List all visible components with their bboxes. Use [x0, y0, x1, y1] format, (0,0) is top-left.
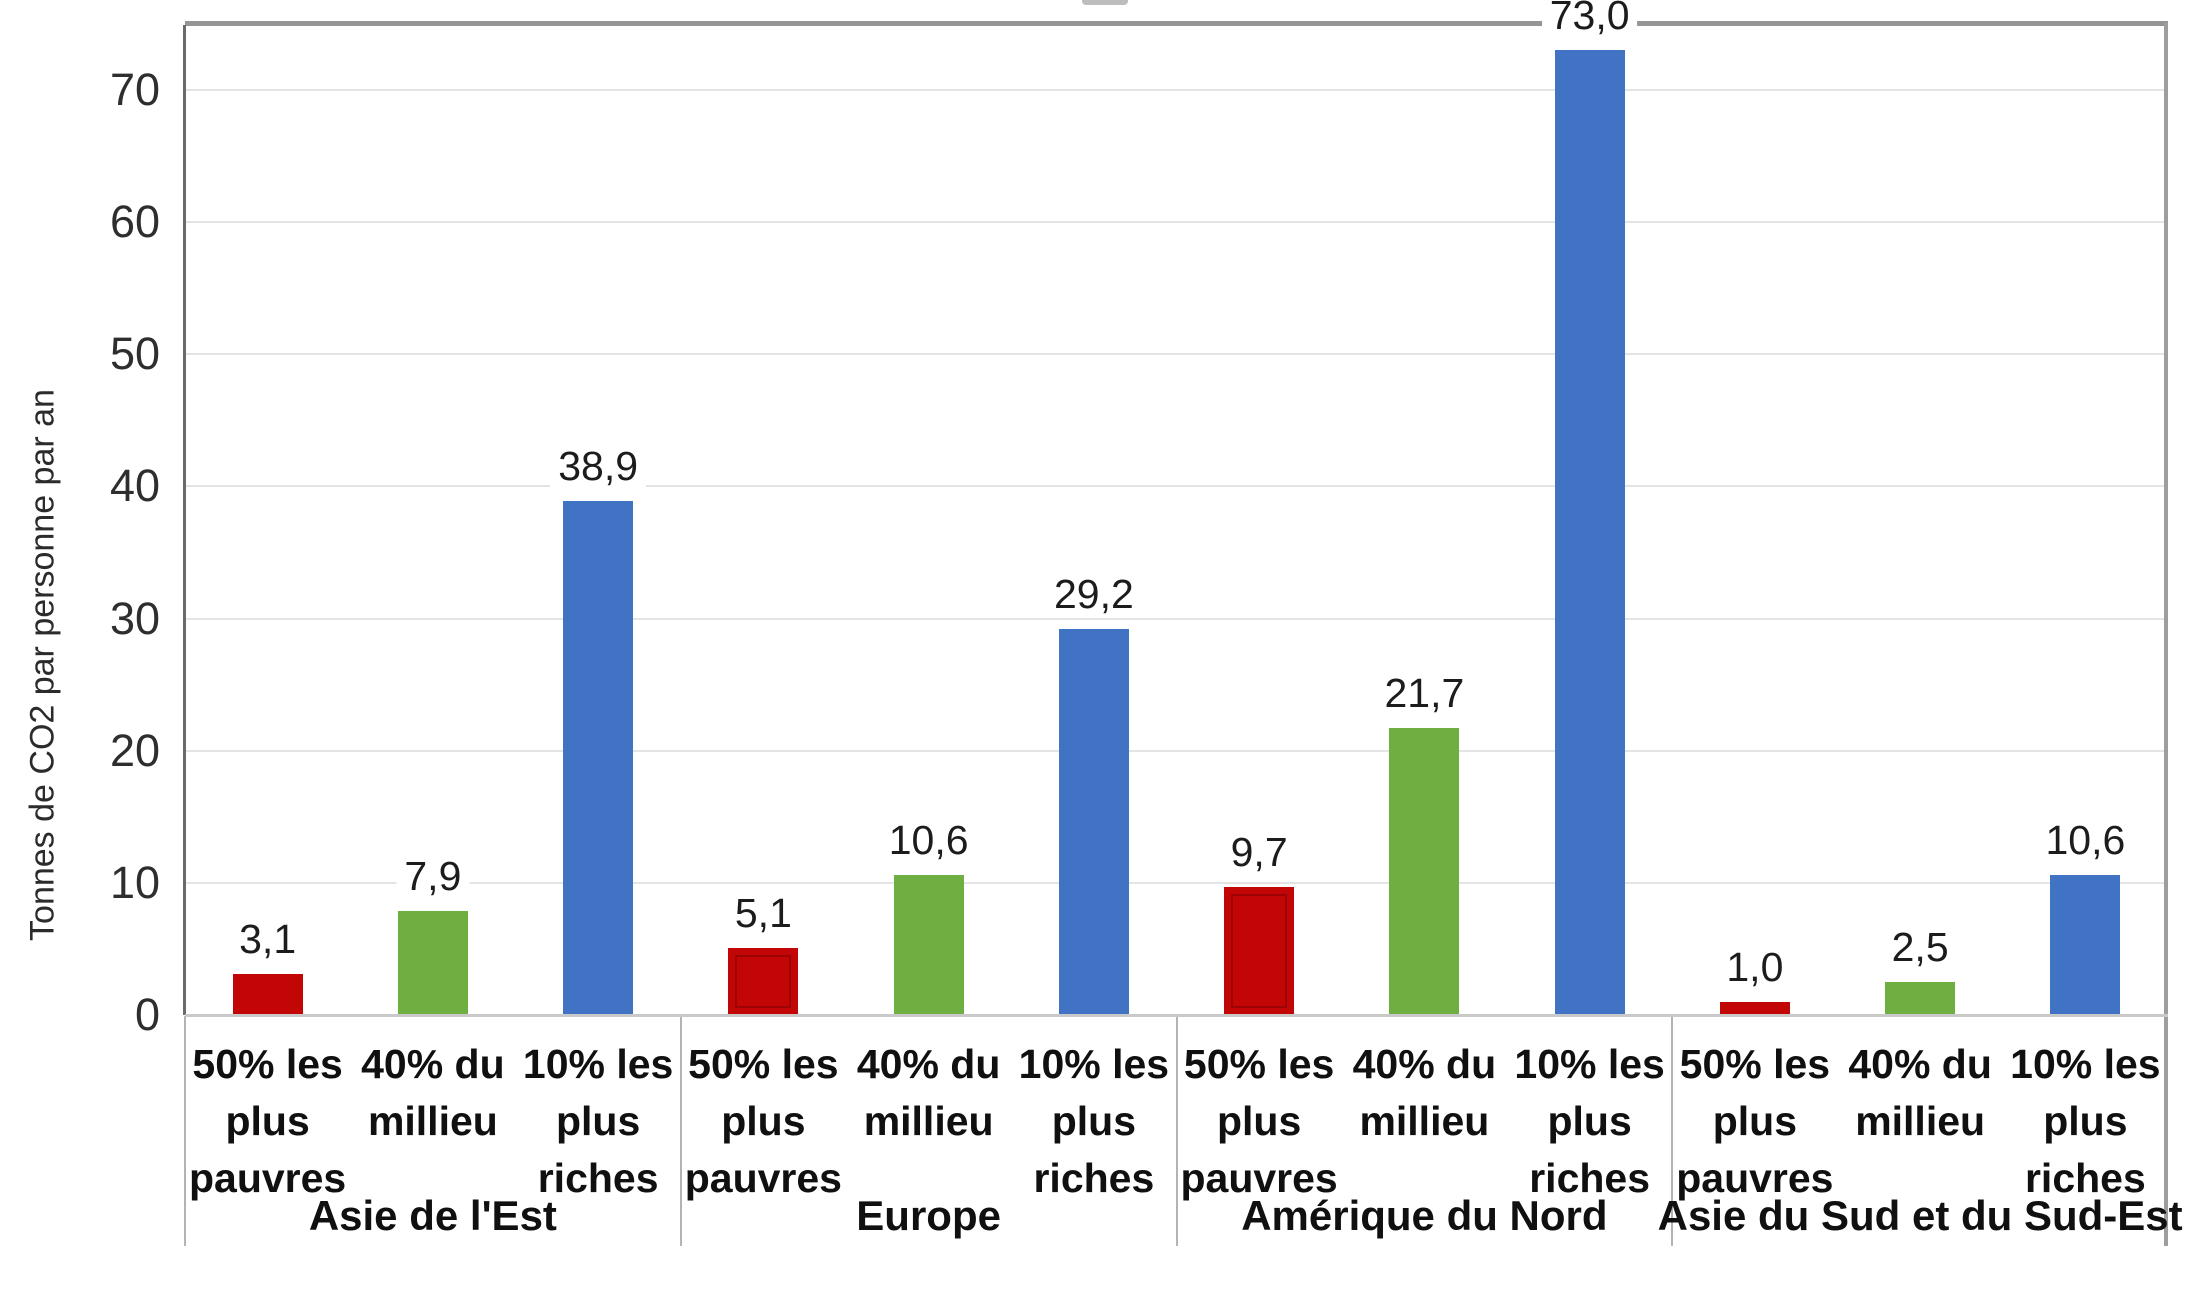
y-tick-label-40: 40	[109, 460, 160, 512]
category-label: 50% les plus pauvres	[684, 1041, 842, 1201]
category-label: 40% du millieu	[856, 1041, 1001, 1144]
category-label: 50% les plus pauvres	[1676, 1041, 1834, 1201]
category-label: 10% les plus riches	[1514, 1041, 1665, 1201]
category-label: 50% les plus pauvres	[1180, 1041, 1338, 1201]
category-label: 10% les plus riches	[1018, 1041, 1170, 1201]
region-label: Asie de l'Est	[308, 1192, 557, 1239]
bar-selection-outline	[735, 954, 792, 1008]
bar-europe-s2	[1058, 629, 1129, 1015]
bar-value-label: 2,5	[1883, 923, 1957, 970]
category-label: 10% les plus riches	[2010, 1041, 2161, 1201]
y-tick-label-30: 30	[109, 592, 160, 644]
group-divider-0	[184, 1016, 186, 1246]
y-gridline-50	[185, 353, 2168, 356]
group-divider-1	[679, 1016, 682, 1246]
y-gridline-10	[185, 881, 2168, 884]
category-label: 40% du millieu	[361, 1041, 505, 1144]
y-tick-label-10: 10	[109, 856, 160, 908]
y-tick-label-0: 0	[134, 989, 160, 1040]
group-divider-3	[1671, 1016, 1674, 1246]
bar-am-rique-du-nord-s2	[1554, 50, 1625, 1015]
category-label: 40% du millieu	[1352, 1041, 1497, 1144]
bar-asie-du-sud-et-du-sud-est-s0	[1719, 1001, 1790, 1015]
bar-europe-s1	[893, 874, 964, 1015]
y-gridline-70	[185, 89, 2168, 91]
category-label: 50% les plus pauvres	[188, 1041, 347, 1201]
y-gridline-40	[185, 485, 2168, 488]
bar-selection-outline	[1231, 893, 1288, 1008]
y-tick-label-60: 60	[109, 196, 160, 248]
y-tick-label-70: 70	[109, 64, 160, 115]
bar-value-label: 38,9	[550, 442, 647, 489]
bar-value-label: 7,9	[396, 852, 470, 899]
bar-value-label: 5,1	[726, 889, 800, 936]
region-label: Europe	[856, 1192, 1001, 1239]
bar-asie-de-l-est-s2	[563, 500, 634, 1015]
bar-am-rique-du-nord-s1	[1389, 728, 1460, 1015]
region-label: Amérique du Nord	[1241, 1192, 1608, 1239]
bar-value-label: 9,7	[1222, 828, 1296, 875]
y-gridline-60	[185, 221, 2168, 224]
bar-value-label: 29,2	[1045, 571, 1142, 618]
bar-value-label: 3,1	[231, 916, 305, 963]
clipped-title-artifact	[1082, 0, 1128, 5]
plot-area: 3,1 7,9 38,9 5,1 10,6 29,2 9,7 21,7 73,0 1,0 2,5 10…	[185, 0, 2168, 1015]
y-tick-label-50: 50	[109, 328, 160, 380]
bar-value-label: 10,6	[2037, 816, 2134, 863]
category-label: 10% les plus riches	[522, 1041, 674, 1201]
bar-value-label: 73,0	[1541, 0, 1638, 39]
bar-value-label: 10,6	[880, 816, 977, 863]
y-tick-label-20: 20	[109, 724, 160, 776]
plot-top-border	[185, 21, 2168, 26]
y-gridline-30	[185, 617, 2168, 620]
bar-am-rique-du-nord-s0	[1224, 886, 1295, 1015]
bar-asie-du-sud-et-du-sud-est-s2	[2050, 874, 2121, 1015]
bar-value-label: 1,0	[1718, 943, 1792, 990]
y-gridline-20	[185, 749, 2168, 752]
bar-asie-du-sud-et-du-sud-est-s1	[1885, 981, 1956, 1015]
x-axis-line	[185, 1014, 2168, 1017]
bar-asie-de-l-est-s0	[232, 974, 303, 1015]
bar-asie-de-l-est-s1	[397, 910, 468, 1015]
bar-europe-s0	[728, 947, 799, 1015]
region-label: Asie du Sud et du Sud-Est	[1657, 1192, 2183, 1239]
plot-right-border	[2164, 23, 2168, 1246]
category-label: 40% du millieu	[1848, 1041, 1992, 1144]
group-divider-2	[1175, 1016, 1178, 1246]
y-axis-line	[183, 25, 186, 1015]
bar-value-label: 21,7	[1376, 670, 1473, 717]
